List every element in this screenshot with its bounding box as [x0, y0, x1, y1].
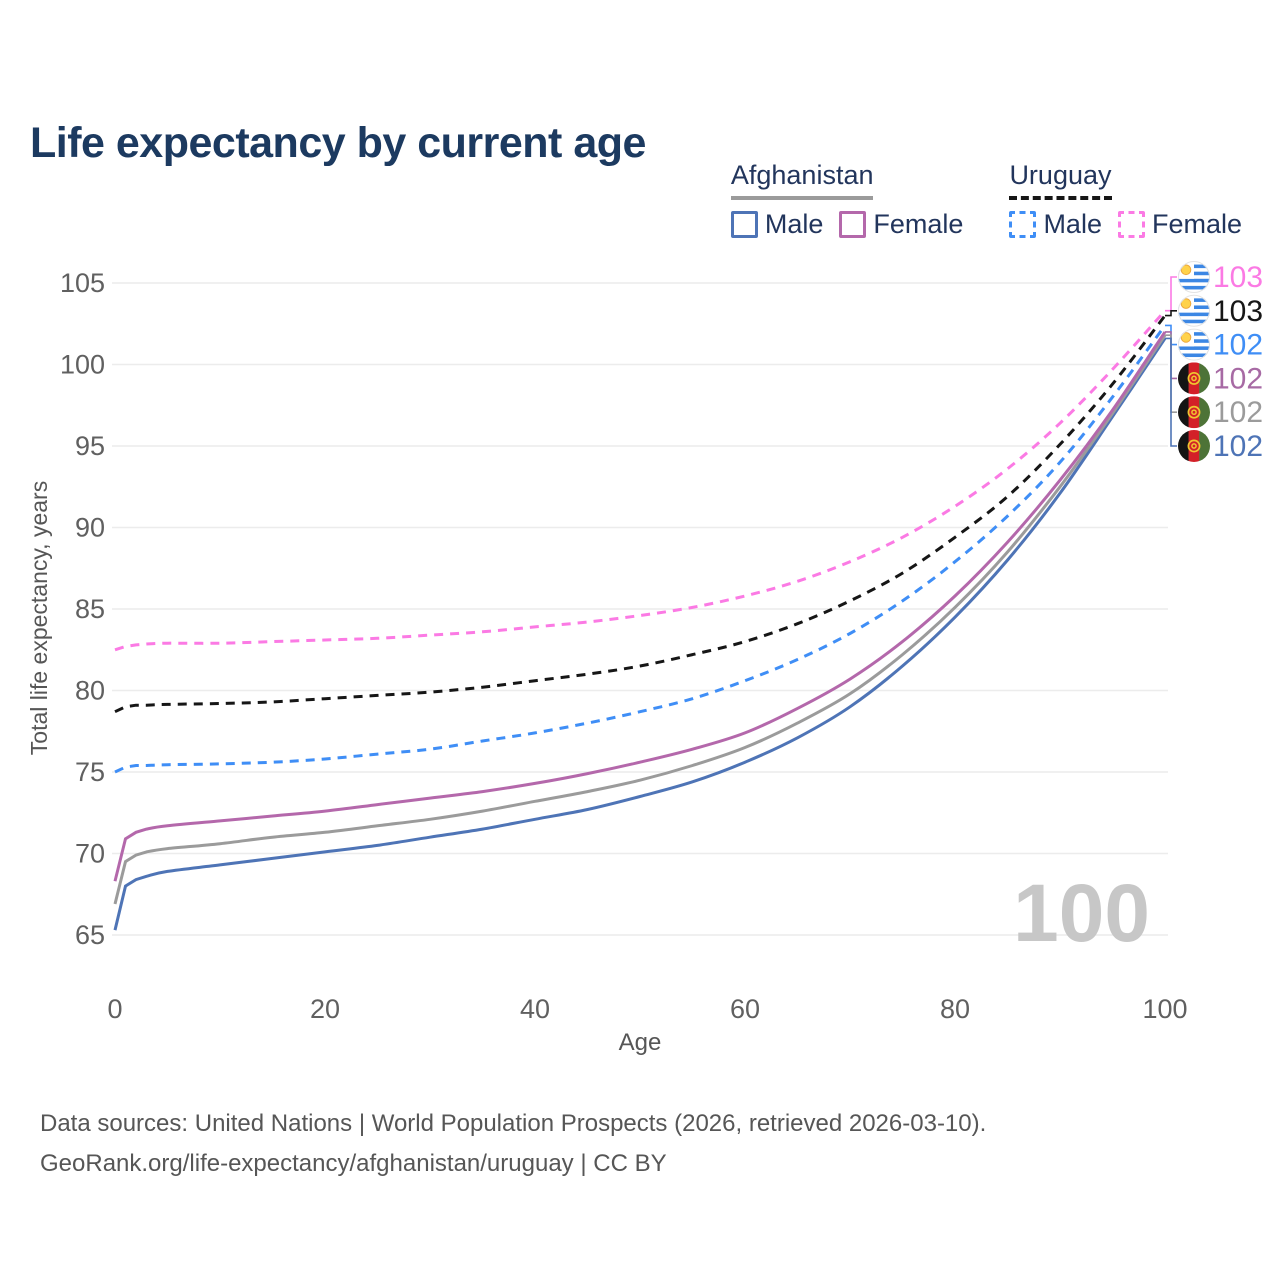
- y-axis-title: Total life expectancy, years: [26, 481, 52, 755]
- legend-label-afghanistan-female: Female: [873, 209, 964, 239]
- series-line-uruguay-female[interactable]: [114, 309, 1167, 652]
- end-label-value-uruguay-male: 102: [1213, 329, 1263, 362]
- series-line-uruguay-both[interactable]: [114, 314, 1167, 714]
- legend-country-afghanistan[interactable]: Afghanistan: [730, 160, 874, 200]
- legend-group-uruguay: Uruguay Male Female: [1009, 160, 1242, 240]
- legend-label-afghanistan-male: Male: [764, 209, 824, 239]
- x-tick-label-20: 20: [310, 994, 340, 1024]
- y-tick-label-65: 65: [75, 920, 105, 950]
- page-title: Life expectancy by current age: [30, 118, 646, 167]
- legend-swatch-afghanistan-female[interactable]: [839, 211, 867, 238]
- uruguay-flag-icon: [1178, 261, 1210, 293]
- y-tick-label-105: 105: [60, 268, 105, 298]
- afghanistan-flag-icon: [1178, 362, 1210, 395]
- end-label-leader-uruguay-both: [1165, 310, 1177, 317]
- x-axis-title: Age: [619, 1029, 662, 1056]
- legend-label-uruguay-female: Female: [1151, 209, 1242, 239]
- end-label-value-uruguay-both: 103: [1213, 295, 1263, 328]
- legend-swatch-afghanistan-male[interactable]: [730, 211, 758, 238]
- attribution-line: GeoRank.org/life-expectancy/afghanistan/…: [40, 1150, 667, 1177]
- end-label-value-afghanistan-male: 102: [1213, 430, 1263, 463]
- legend-item-afghanistan-male[interactable]: Male: [730, 209, 824, 240]
- x-tick-label-0: 0: [107, 994, 122, 1024]
- series-line-afghanistan-both[interactable]: [113, 334, 1167, 905]
- y-tick-label-70: 70: [75, 839, 105, 869]
- x-tick-label-80: 80: [940, 994, 970, 1024]
- y-tick-label-75: 75: [75, 757, 105, 787]
- x-tick-label-60: 60: [730, 994, 760, 1024]
- y-tick-label-95: 95: [75, 431, 105, 461]
- legend-swatch-uruguay-female[interactable]: [1117, 211, 1145, 238]
- line-chart: 65 70 75 80 85 90 95 100 105 100 0 20 40 60 80 100 Age To…: [26, 261, 1263, 1056]
- legend-group-afghanistan: Afghanistan Male Female: [730, 160, 963, 240]
- legend-swatch-uruguay-male[interactable]: [1009, 211, 1037, 238]
- end-label-value-afghanistan-both: 102: [1213, 396, 1263, 429]
- age-watermark: 100: [1013, 868, 1150, 959]
- afghanistan-flag-icon: [1178, 396, 1210, 429]
- series-line-afghanistan-male[interactable]: [113, 337, 1167, 931]
- chart-footer: Data sources: United Nations | World Pop…: [40, 1104, 986, 1184]
- legend-item-uruguay-male[interactable]: Male: [1009, 209, 1102, 240]
- legend-item-afghanistan-female[interactable]: Female: [839, 209, 963, 240]
- series-line-uruguay-male[interactable]: [114, 324, 1167, 774]
- y-tick-label-85: 85: [75, 594, 105, 624]
- y-tick-label-90: 90: [75, 513, 105, 543]
- afghanistan-flag-icon: [1178, 430, 1210, 462]
- end-label-leader-uruguay-female: [1165, 276, 1177, 312]
- x-tick-label-100: 100: [1142, 994, 1187, 1024]
- legend-item-uruguay-female[interactable]: Female: [1117, 209, 1242, 240]
- y-tick-label-80: 80: [75, 676, 105, 706]
- legend-country-uruguay[interactable]: Uruguay: [1009, 160, 1112, 200]
- legend: Afghanistan Male Female Uruguay Male Fem…: [730, 160, 1242, 240]
- end-label-leader-afghanistan-male: [1165, 337, 1177, 447]
- series-line-afghanistan-female[interactable]: [113, 331, 1167, 882]
- uruguay-flag-icon: [1178, 294, 1210, 327]
- end-label-value-uruguay-female: 103: [1213, 261, 1263, 294]
- legend-label-uruguay-male: Male: [1043, 209, 1102, 239]
- y-tick-label-100: 100: [60, 350, 105, 380]
- end-label-value-afghanistan-female: 102: [1213, 362, 1263, 395]
- uruguay-flag-icon: [1178, 328, 1210, 361]
- data-sources-line: Data sources: United Nations | World Pop…: [40, 1110, 987, 1137]
- x-tick-label-40: 40: [520, 994, 550, 1024]
